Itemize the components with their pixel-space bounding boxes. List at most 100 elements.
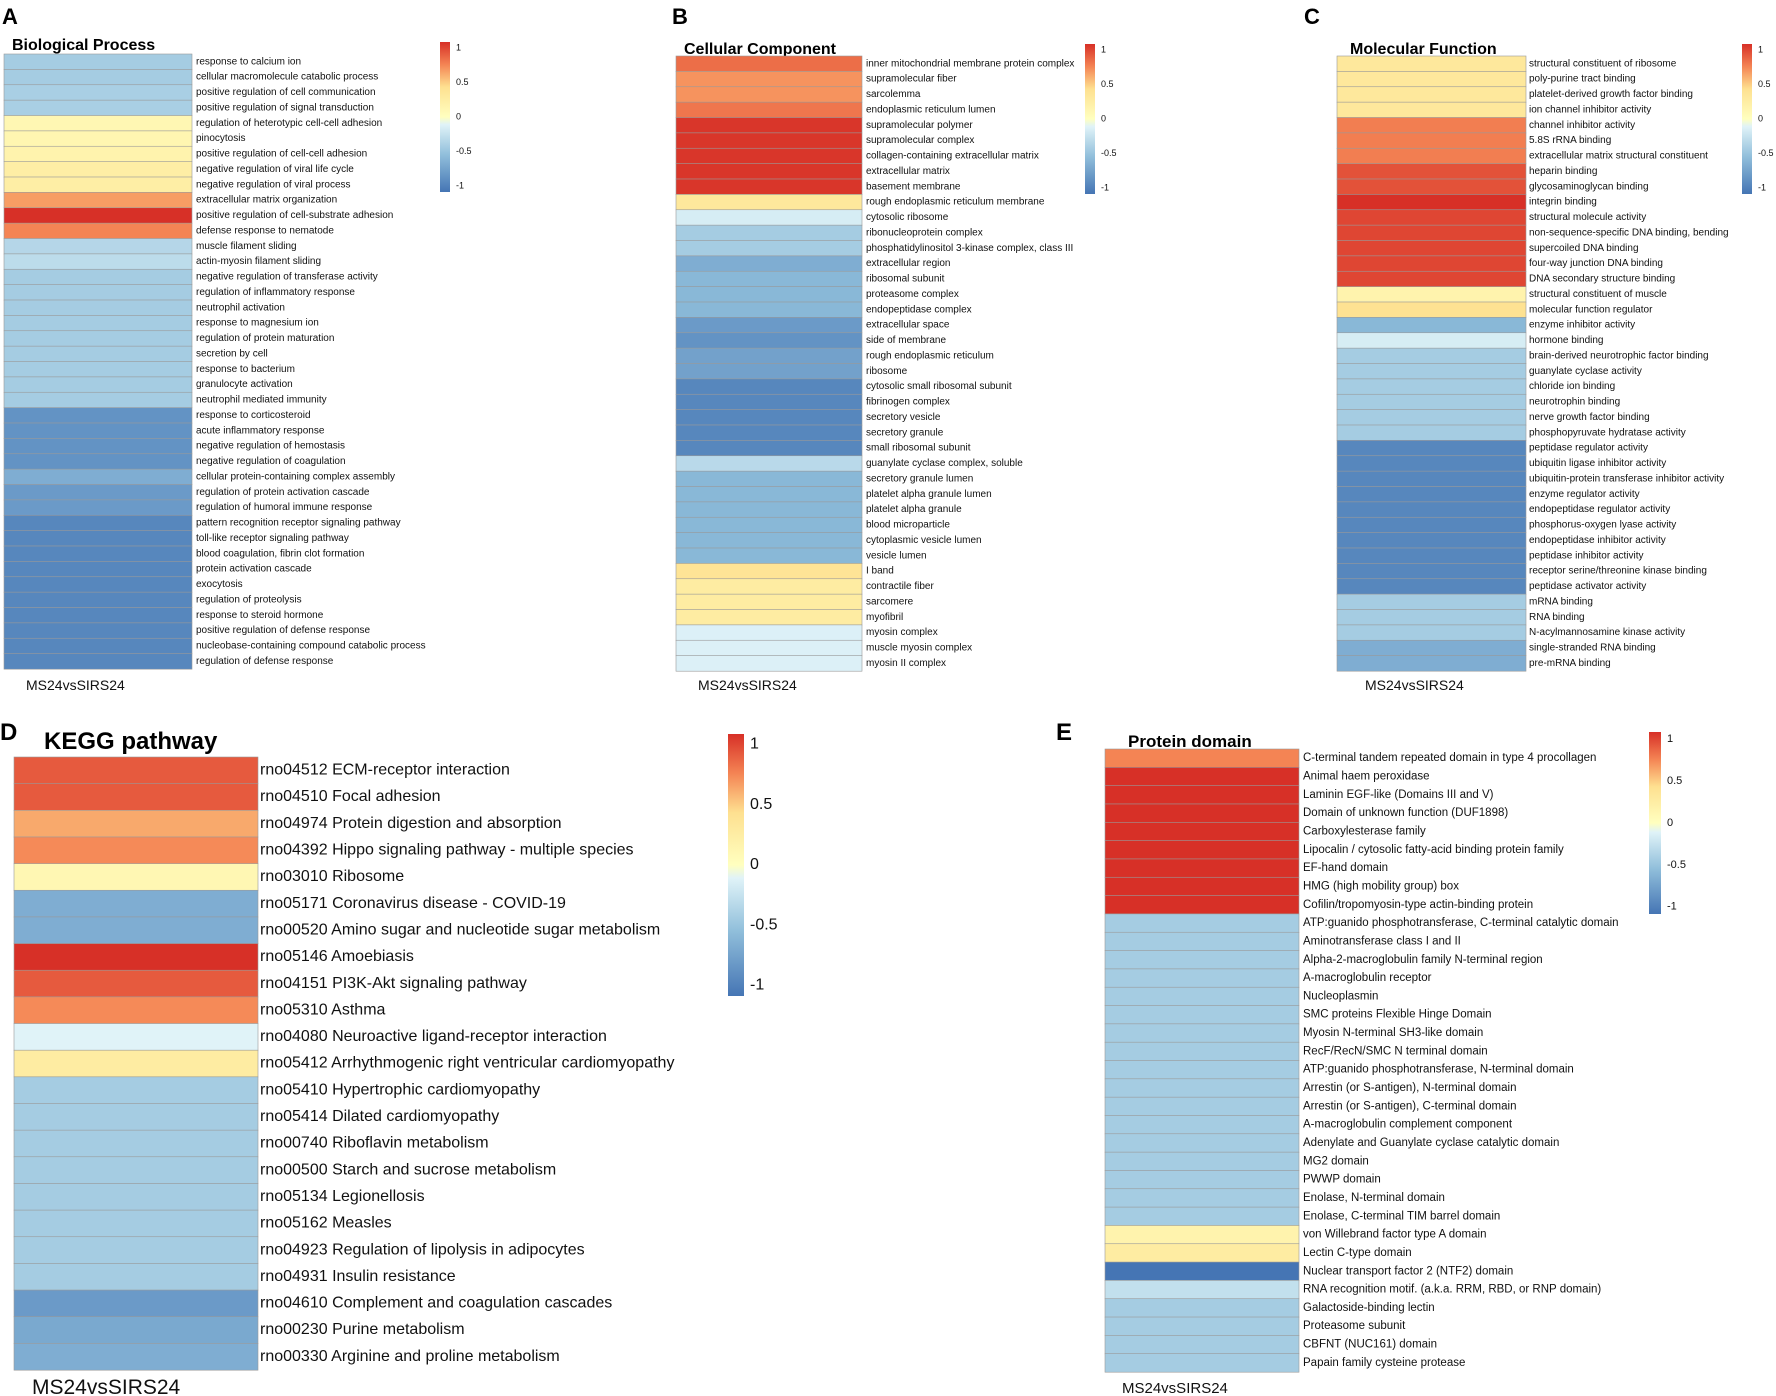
row-label: Lectin C-type domain xyxy=(1303,1247,1412,1259)
heatmap-cell xyxy=(3,622,193,639)
heatmap-cell xyxy=(13,1263,259,1291)
scale-tick-label: -0.5 xyxy=(456,146,472,156)
row-label: rno04392 Hippo signaling pathway - multi… xyxy=(260,841,634,858)
panel-letter: C xyxy=(1304,4,1320,29)
row-label: regulation of protein maturation xyxy=(196,333,334,344)
row-label: Proteasome subunit xyxy=(1303,1320,1406,1332)
scale-tick-label: 1 xyxy=(1667,733,1673,745)
row-label: ribonucleoprotein complex xyxy=(866,227,983,238)
row-label: granulocyte activation xyxy=(196,379,293,390)
row-label: RNA binding xyxy=(1529,612,1585,623)
heatmap-cell xyxy=(1336,194,1527,211)
heatmap-cell xyxy=(3,591,193,609)
heatmap-cell xyxy=(1104,1078,1300,1098)
heatmap-cell xyxy=(675,147,863,165)
scale-tick-label: -1 xyxy=(456,180,464,190)
heatmap-cell xyxy=(13,863,259,891)
heatmap-cell xyxy=(675,347,863,365)
heatmap-cell xyxy=(13,1183,259,1211)
scale-tick-label: 0.5 xyxy=(1758,79,1771,89)
row-label: endopeptidase regulator activity xyxy=(1529,504,1670,515)
row-label: negative regulation of coagulation xyxy=(196,456,346,467)
row-label: hormone binding xyxy=(1529,335,1604,346)
row-label: muscle filament sliding xyxy=(196,241,297,252)
heatmap-cell xyxy=(1336,455,1527,472)
heatmap-cell xyxy=(13,1023,259,1051)
row-label: four-way junction DNA binding xyxy=(1529,258,1663,269)
heatmap-cell xyxy=(3,176,193,193)
row-label: ion channel inhibitor activity xyxy=(1529,104,1651,115)
heatmap-cell xyxy=(675,378,863,395)
heatmap-cell xyxy=(3,284,193,301)
row-label: Lipocalin / cytosolic fatty-acid binding… xyxy=(1303,844,1564,856)
heatmap-cell xyxy=(13,996,259,1025)
row-label: enzyme inhibitor activity xyxy=(1529,320,1635,331)
row-label: Papain family cysteine protease xyxy=(1303,1357,1465,1369)
row-label: ubiquitin ligase inhibitor activity xyxy=(1529,458,1666,469)
scale-tick-label: 0 xyxy=(1667,817,1673,829)
row-label: actin-myosin filament sliding xyxy=(196,256,321,267)
heatmap-cell xyxy=(1336,332,1527,349)
row-label: supramolecular polymer xyxy=(866,120,973,131)
row-label: rno00740 Riboflavin metabolism xyxy=(260,1135,489,1152)
color-scale-bar xyxy=(1085,44,1095,194)
scale-tick-label: -0.5 xyxy=(1101,148,1117,158)
heatmap-cell xyxy=(675,609,863,626)
row-label: contractile fiber xyxy=(866,581,934,592)
heatmap-cell xyxy=(3,268,193,286)
heatmap-cell xyxy=(1336,317,1527,334)
heatmap-cell xyxy=(1336,655,1527,672)
heatmap-cell xyxy=(13,943,259,971)
heatmap-cell xyxy=(1104,1005,1300,1025)
heatmap-cell xyxy=(675,440,863,457)
row-label: rno04610 Complement and coagulation casc… xyxy=(260,1295,612,1312)
row-label: blood microparticle xyxy=(866,520,950,531)
heatmap-cell xyxy=(1104,785,1300,805)
scale-tick-label: -1 xyxy=(1758,182,1766,192)
row-label: Animal haem peroxidase xyxy=(1303,771,1430,783)
panel-title: Protein domain xyxy=(1128,732,1252,751)
heatmap-cell xyxy=(675,578,863,595)
heatmap-cell xyxy=(13,1076,259,1104)
row-label: extracellular matrix structural constitu… xyxy=(1529,151,1708,162)
heatmap-cell xyxy=(3,315,193,332)
heatmap-cell xyxy=(675,547,863,564)
heatmap-cell xyxy=(13,969,259,998)
row-label: extracellular matrix organization xyxy=(196,195,337,206)
heatmap-cell xyxy=(1336,132,1527,149)
color-scale-bar xyxy=(728,734,744,996)
row-label: regulation of protein activation cascade xyxy=(196,487,370,498)
heatmap-cell xyxy=(675,639,863,657)
heatmap-cell xyxy=(675,194,863,211)
heatmap-cell xyxy=(13,1289,259,1318)
heatmap-cell xyxy=(1104,1170,1300,1190)
panel-title: Cellular Component xyxy=(684,41,837,58)
row-label: cytosolic small ribosomal subunit xyxy=(866,381,1012,392)
row-label: positive regulation of cell-substrate ad… xyxy=(196,210,393,221)
heatmap-cell xyxy=(1104,913,1300,933)
row-label: rno04510 Focal adhesion xyxy=(260,788,441,805)
row-label: single-stranded RNA binding xyxy=(1529,643,1656,654)
heatmap-cell xyxy=(675,317,863,334)
heatmap-cell xyxy=(3,161,193,178)
heatmap-cell xyxy=(675,393,863,411)
row-label: rno05412 Arrhythmogenic right ventricula… xyxy=(260,1055,674,1072)
row-label: rno03010 Ribosome xyxy=(260,868,404,885)
heatmap-cell xyxy=(3,207,193,224)
row-label: structural constituent of muscle xyxy=(1529,289,1667,300)
heatmap-cell xyxy=(675,486,863,503)
heatmap-cell xyxy=(13,756,259,785)
column-label: MS24vsSIRS24 xyxy=(698,677,797,693)
heatmap-cell xyxy=(3,530,193,547)
heatmap-cell xyxy=(1336,286,1527,303)
row-label: CBFNT (NUC161) domain xyxy=(1303,1339,1437,1351)
heatmap-cell xyxy=(13,836,259,865)
scale-tick-label: 0.5 xyxy=(1667,775,1682,787)
heatmap-cell xyxy=(13,783,259,811)
heatmap-cell xyxy=(675,209,863,226)
color-scale-bar xyxy=(1649,732,1661,914)
scale-tick-label: -1 xyxy=(1101,182,1109,192)
panel-letter: D xyxy=(0,719,17,746)
row-label: neutrophil mediated immunity xyxy=(196,395,327,406)
heatmap-cell xyxy=(3,345,193,363)
